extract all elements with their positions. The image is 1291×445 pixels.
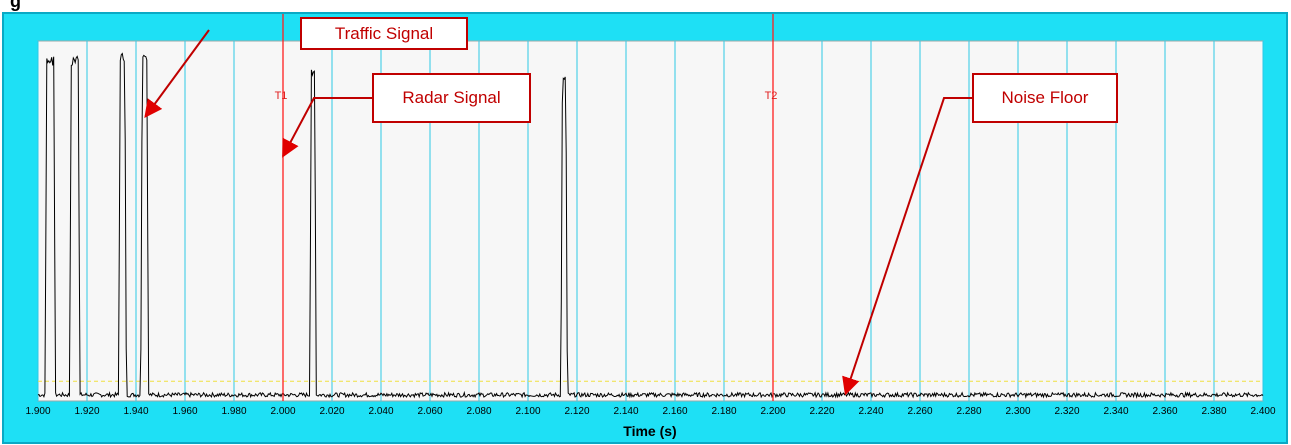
x-tick-label: 1.920	[74, 406, 99, 417]
x-tick-label: 2.320	[1054, 406, 1079, 417]
x-tick-label: 2.280	[956, 406, 981, 417]
x-tick-labels: 1.900 1.920 1.940 1.960 1.980 2.000 2.020 2.040…	[25, 406, 1275, 417]
cursor-label-t2: T2	[765, 90, 778, 102]
cursor-label-t1: T1	[275, 90, 288, 102]
x-tick-label: 2.240	[858, 406, 883, 417]
x-tick-label: 1.940	[123, 406, 148, 417]
x-tick-label: 1.960	[172, 406, 197, 417]
x-tick-label: 1.900	[25, 406, 50, 417]
x-tick-label: 2.160	[662, 406, 687, 417]
x-tick-label: 2.300	[1005, 406, 1030, 417]
x-tick-label: 2.000	[270, 406, 295, 417]
x-tick-label: 2.080	[466, 406, 491, 417]
x-tick-label: 2.200	[760, 406, 785, 417]
x-tick-label: 1.980	[221, 406, 246, 417]
chart-panel: T1 T2 1.900 1.920 1.940 1.960 1.980 2.000 2.020…	[2, 12, 1288, 444]
x-tick-label: 2.140	[613, 406, 638, 417]
x-tick-label: 2.220	[809, 406, 834, 417]
annotation-arrow	[842, 97, 972, 396]
annotation-radar-signal: Radar Signal	[372, 73, 531, 123]
x-tick-label: 2.100	[515, 406, 540, 417]
annotation-traffic-signal: Traffic Signal	[300, 17, 468, 50]
x-tick-label: 2.060	[417, 406, 442, 417]
x-tick-label: 2.040	[368, 406, 393, 417]
x-tick-label: 2.180	[711, 406, 736, 417]
x-tick-label: 2.020	[319, 406, 344, 417]
x-tick-label: 2.400	[1250, 406, 1275, 417]
x-tick-label: 2.380	[1201, 406, 1226, 417]
x-tick-label: 2.260	[907, 406, 932, 417]
chart-title-fragment: g	[10, 0, 21, 11]
annotation-arrows	[144, 29, 972, 396]
annotation-noise-floor: Noise Floor	[972, 73, 1118, 123]
annotation-arrow	[282, 97, 372, 158]
x-tick-label: 2.120	[564, 406, 589, 417]
signal-trace	[37, 52, 1264, 399]
x-axis-title: Time (s)	[623, 423, 676, 439]
cursor-markers: T1 T2	[275, 14, 778, 401]
annotation-arrow	[144, 29, 210, 119]
x-tick-label: 2.360	[1152, 406, 1177, 417]
x-tick-label: 2.340	[1103, 406, 1128, 417]
